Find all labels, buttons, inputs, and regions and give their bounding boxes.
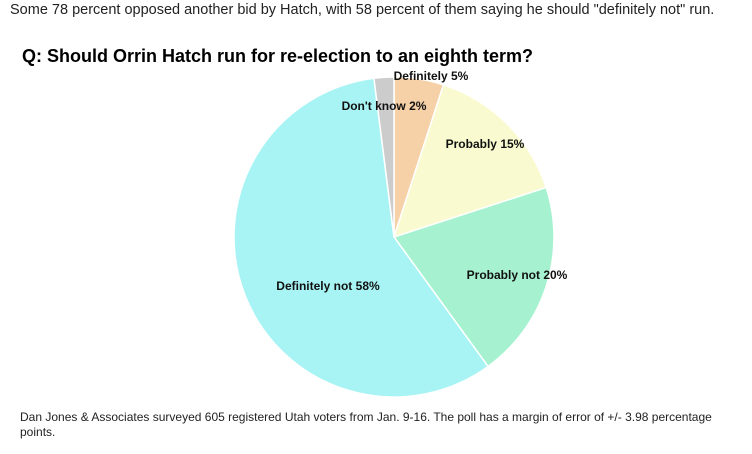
pie-slice	[373, 76, 395, 238]
slice-label: Definitely not 58%	[276, 279, 380, 293]
slice-value: 15%	[500, 137, 524, 151]
slice-category: Definitely	[394, 69, 448, 83]
slice-value: 5%	[451, 69, 469, 83]
chart-title: Q: Should Orrin Hatch run for re-electio…	[22, 46, 533, 66]
slice-value: 58%	[356, 279, 380, 293]
slice-category: Definitely not	[276, 279, 352, 293]
footnote: Dan Jones & Associates surveyed 605 regi…	[20, 410, 712, 439]
slice-label: Probably 15%	[446, 137, 525, 151]
pie-slice	[233, 77, 490, 398]
subtitle: Some 78 percent opposed another bid by H…	[10, 2, 715, 18]
pie-slice	[392, 186, 555, 368]
slice-category: Probably not	[467, 268, 540, 282]
pie-slice	[392, 83, 548, 239]
slice-label: Don't know 2%	[342, 99, 427, 113]
slice-value: 2%	[409, 99, 427, 113]
slice-label: Probably not 20%	[467, 268, 568, 282]
slice-label: Definitely 5%	[394, 69, 469, 83]
slice-category: Don't know	[342, 99, 407, 113]
slice-value: 20%	[543, 268, 567, 282]
slice-category: Probably	[446, 137, 498, 151]
